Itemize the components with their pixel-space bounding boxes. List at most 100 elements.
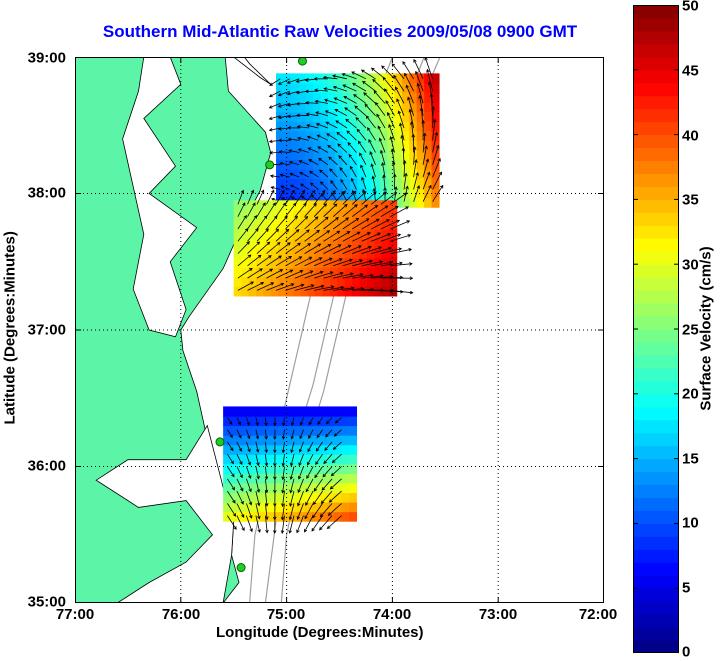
velocity-vector bbox=[432, 157, 441, 178]
velocity-vector bbox=[273, 429, 277, 440]
velocity-vector bbox=[285, 270, 304, 279]
velocity-vector bbox=[268, 115, 281, 120]
velocity-cell bbox=[389, 267, 398, 278]
velocity-cell bbox=[237, 463, 246, 474]
velocity-vector bbox=[280, 185, 290, 190]
velocity-cell bbox=[337, 238, 346, 249]
velocity-cell bbox=[357, 188, 366, 199]
velocity-vector bbox=[237, 214, 247, 230]
hf-radar-station bbox=[236, 563, 246, 573]
velocity-cell bbox=[416, 82, 425, 94]
velocity-cell bbox=[315, 238, 324, 249]
velocity-cell bbox=[276, 188, 285, 199]
velocity-vector bbox=[287, 126, 300, 130]
y-tick-label: 39:00 bbox=[27, 49, 66, 67]
velocity-vector bbox=[318, 157, 329, 166]
velocity-cell bbox=[341, 463, 350, 474]
velocity-cell bbox=[322, 286, 331, 297]
velocity-cell bbox=[285, 276, 294, 287]
velocity-vector bbox=[288, 515, 295, 534]
velocity-cell bbox=[307, 209, 316, 221]
velocity-cell bbox=[342, 102, 351, 113]
x-tick-label: 72:00 bbox=[578, 606, 618, 623]
velocity-vector bbox=[305, 490, 314, 506]
velocity-cell bbox=[230, 415, 239, 427]
velocity-cell bbox=[320, 111, 329, 122]
velocity-cell bbox=[315, 257, 324, 268]
velocity-cell bbox=[274, 463, 283, 474]
velocity-cell bbox=[237, 501, 246, 513]
velocity-cell bbox=[387, 130, 396, 141]
velocity-vector bbox=[308, 417, 314, 426]
velocity-cell bbox=[372, 102, 381, 113]
velocity-vector bbox=[351, 218, 370, 230]
velocity-cell bbox=[255, 228, 264, 240]
velocity-cell bbox=[327, 159, 336, 170]
velocity-cell bbox=[416, 188, 425, 199]
velocity-cell bbox=[233, 228, 242, 240]
velocity-cell bbox=[389, 276, 398, 287]
velocity-vector bbox=[277, 90, 290, 97]
velocity-vector bbox=[294, 216, 309, 230]
velocity-vector bbox=[379, 149, 386, 165]
velocity-cell bbox=[394, 159, 403, 170]
velocity-cell bbox=[349, 482, 358, 494]
velocity-vector bbox=[339, 167, 348, 178]
velocity-cell bbox=[342, 130, 351, 141]
velocity-cell bbox=[424, 149, 433, 160]
velocity-vector bbox=[361, 205, 379, 218]
velocity-vector bbox=[236, 490, 244, 505]
velocity-vector bbox=[323, 244, 342, 254]
velocity-cell bbox=[372, 92, 381, 103]
velocity-vector bbox=[319, 515, 333, 531]
velocity-vector bbox=[390, 192, 408, 205]
velocity-vector bbox=[380, 261, 403, 267]
velocity-vector bbox=[237, 189, 245, 205]
velocity-vector bbox=[324, 110, 338, 117]
velocity-vector bbox=[426, 68, 433, 92]
velocity-vector bbox=[356, 128, 367, 141]
x-axis-label: Longitude (Degrees:Minutes) bbox=[216, 624, 424, 641]
velocity-vector bbox=[393, 74, 405, 92]
chart-title: Southern Mid-Atlantic Raw Velocities 200… bbox=[102, 22, 578, 41]
colorbar-tick-label: 10 bbox=[682, 514, 699, 532]
velocity-vector bbox=[285, 229, 300, 242]
velocity-cell bbox=[367, 276, 376, 287]
velocity-cell bbox=[292, 219, 301, 230]
velocity-cell bbox=[276, 149, 285, 160]
velocity-vector bbox=[397, 110, 405, 129]
velocity-cell bbox=[349, 406, 358, 417]
velocity-cell bbox=[424, 82, 433, 94]
velocity-vector bbox=[247, 228, 259, 242]
velocity-cell bbox=[298, 149, 307, 160]
velocity-vector bbox=[333, 244, 352, 254]
velocity-vector bbox=[422, 158, 430, 178]
velocity-cell bbox=[285, 209, 294, 221]
velocity-cell bbox=[357, 168, 366, 180]
velocity-vector bbox=[268, 103, 281, 109]
velocity-cell bbox=[394, 102, 403, 113]
velocity-cell bbox=[248, 200, 257, 211]
velocity-vector bbox=[279, 161, 290, 166]
velocity-cell bbox=[341, 501, 350, 513]
velocity-vector bbox=[342, 217, 360, 230]
velocity-cell bbox=[283, 121, 292, 132]
velocity-vector bbox=[314, 99, 328, 104]
colorbar-segment bbox=[633, 614, 679, 628]
velocity-cell bbox=[416, 130, 425, 141]
velocity-vector bbox=[323, 285, 345, 291]
velocity-vector bbox=[273, 478, 277, 494]
velocity-cell bbox=[245, 415, 254, 427]
velocity-vector bbox=[290, 184, 300, 190]
velocity-cell bbox=[270, 219, 279, 230]
velocity-cell bbox=[267, 473, 276, 484]
velocity-cell bbox=[327, 178, 336, 189]
velocity-vector bbox=[246, 515, 253, 533]
velocity-cell bbox=[245, 511, 254, 522]
velocity-cell bbox=[290, 140, 299, 151]
velocity-cell bbox=[252, 473, 261, 484]
velocity-cell bbox=[276, 82, 285, 94]
velocity-cell bbox=[278, 209, 287, 221]
velocity-cell bbox=[298, 159, 307, 170]
velocity-cell bbox=[248, 257, 257, 268]
